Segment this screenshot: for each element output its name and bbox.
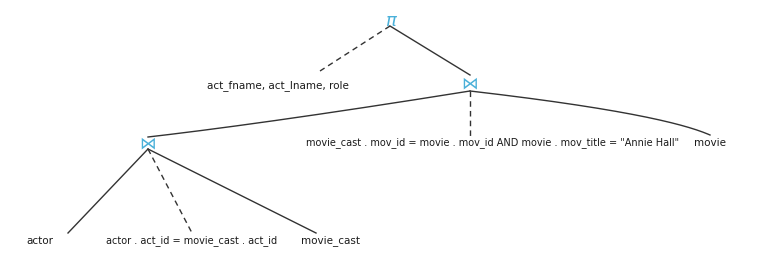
- Text: movie: movie: [694, 138, 726, 148]
- Text: ⋈: ⋈: [140, 134, 156, 152]
- Text: movie_cast: movie_cast: [301, 235, 359, 246]
- Text: movie_cast . mov_id = movie . mov_id AND movie . mov_title = "Annie Hall": movie_cast . mov_id = movie . mov_id AND…: [307, 138, 680, 149]
- Text: π: π: [384, 12, 396, 30]
- Text: actor: actor: [27, 236, 53, 246]
- Text: actor . act_id = movie_cast . act_id: actor . act_id = movie_cast . act_id: [107, 235, 278, 246]
- Text: ⋈: ⋈: [462, 74, 479, 92]
- Text: act_fname, act_lname, role: act_fname, act_lname, role: [207, 81, 349, 91]
